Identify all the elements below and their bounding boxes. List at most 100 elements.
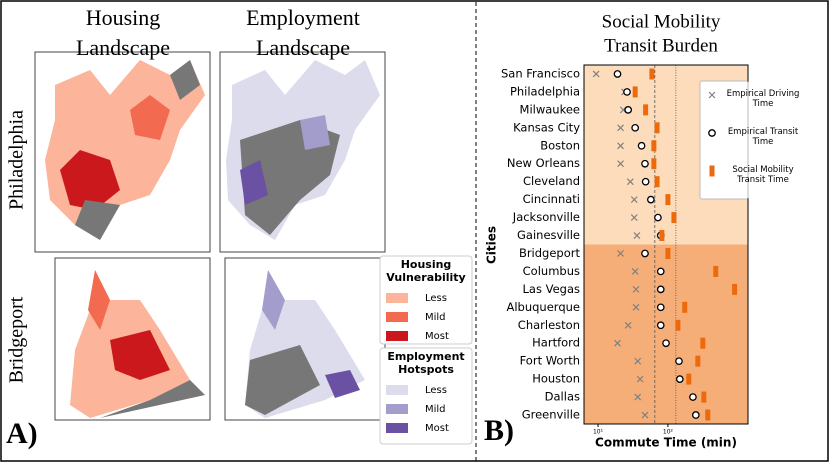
smtt-marker [654, 122, 660, 134]
row-band [584, 406, 748, 425]
legend-swatch [386, 385, 408, 395]
smtt-marker [701, 391, 707, 403]
y-tick-label: New Orleans [507, 156, 580, 170]
smtt-marker [705, 409, 711, 421]
legend-label: Less [425, 293, 447, 304]
map-patch [300, 115, 330, 150]
cross [592, 70, 600, 78]
y-tick-label: Charleston [518, 318, 580, 332]
cross [624, 321, 632, 329]
legend-label: Most [425, 331, 449, 342]
map-patch [240, 160, 268, 205]
y-tick-label: Gainesville [517, 228, 580, 242]
map-patch [325, 370, 360, 398]
plot-frame [583, 64, 749, 425]
driving-marker [617, 142, 624, 150]
row-band [584, 65, 748, 84]
smtt-marker [671, 212, 677, 224]
smtt-marker [665, 194, 671, 206]
legend-label: Less [425, 385, 447, 396]
transit-marker [637, 141, 646, 150]
x-tick-label: 10² [663, 429, 674, 436]
row-band [584, 208, 748, 227]
map-patch [240, 120, 340, 235]
row-band [584, 262, 748, 281]
cross [630, 214, 638, 221]
driving-marker [630, 196, 638, 204]
driving-marker [626, 178, 634, 186]
map-patch [110, 330, 170, 380]
transit-marker [641, 159, 649, 168]
driving-marker [631, 268, 639, 275]
map-patch [262, 270, 285, 330]
transit-marker [656, 285, 665, 294]
y-tick-label: Cleveland [523, 174, 580, 188]
cross [626, 178, 634, 186]
legend-title: Employment [387, 350, 464, 363]
cross [641, 411, 649, 419]
y-tick-label: Kansas City [513, 120, 580, 134]
row-title: Bridgeport [6, 296, 28, 383]
cross [631, 268, 639, 275]
row-title: Philadelphia [6, 110, 28, 210]
driving-marker [617, 124, 624, 132]
row-band [584, 280, 748, 299]
chart-title: Social Mobility [602, 11, 721, 32]
cross [636, 375, 644, 383]
transit-marker [656, 303, 665, 312]
y-tick-label: Cincinnati [523, 192, 580, 206]
y-tick-label: San Francisco [501, 66, 580, 80]
cross [617, 142, 624, 150]
column-title: Landscape [76, 35, 170, 60]
legend-box [379, 347, 473, 445]
y-tick-label: Philadelphia [510, 84, 580, 98]
legend-label: Empirical Transit Time [727, 127, 799, 147]
map-patch [170, 60, 200, 100]
transit-marker [623, 88, 631, 96]
legend-swatch [386, 293, 408, 303]
smtt-marker [651, 140, 657, 152]
map-patch [245, 345, 320, 415]
legend-swatch [386, 312, 408, 322]
smtt-marker [700, 337, 706, 349]
driving-marker [633, 232, 641, 239]
legend-title: Vulnerability [386, 271, 465, 284]
driving-marker [641, 411, 649, 419]
y-tick-label: Columbus [523, 264, 580, 278]
cross [633, 232, 641, 239]
cross [617, 160, 624, 168]
chart-title: Transit Burden [604, 35, 718, 56]
row-band [584, 388, 748, 407]
smtt-marker [649, 68, 655, 80]
transit-marker [613, 70, 622, 78]
y-tick-label: Boston [540, 138, 580, 152]
y-tick-label: Milwaukee [520, 102, 580, 116]
driving-marker [636, 375, 644, 383]
transit-marker [675, 357, 683, 366]
y-tick-label: Jacksonville [512, 210, 580, 224]
transit-marker [691, 411, 700, 419]
transit-marker [675, 375, 684, 383]
smtt-marker [665, 247, 671, 259]
map-patch [60, 150, 120, 210]
driving-marker [632, 303, 640, 311]
transit-marker [656, 321, 665, 330]
cross [630, 196, 638, 204]
legend-label: Most [425, 423, 449, 434]
row-band [584, 226, 748, 245]
column-title: Housing [86, 5, 161, 30]
smtt-marker [651, 158, 657, 170]
driving-marker [617, 250, 624, 257]
cross [632, 285, 640, 293]
driving-marker [592, 70, 600, 78]
x-axis-label: Commute Time (min) [595, 436, 737, 450]
smtt-marker [732, 283, 738, 295]
map-patch [75, 200, 120, 240]
legend-swatch [386, 331, 408, 341]
transit-marker [646, 195, 655, 204]
transit-marker [624, 106, 633, 114]
smtt-marker [713, 265, 719, 277]
